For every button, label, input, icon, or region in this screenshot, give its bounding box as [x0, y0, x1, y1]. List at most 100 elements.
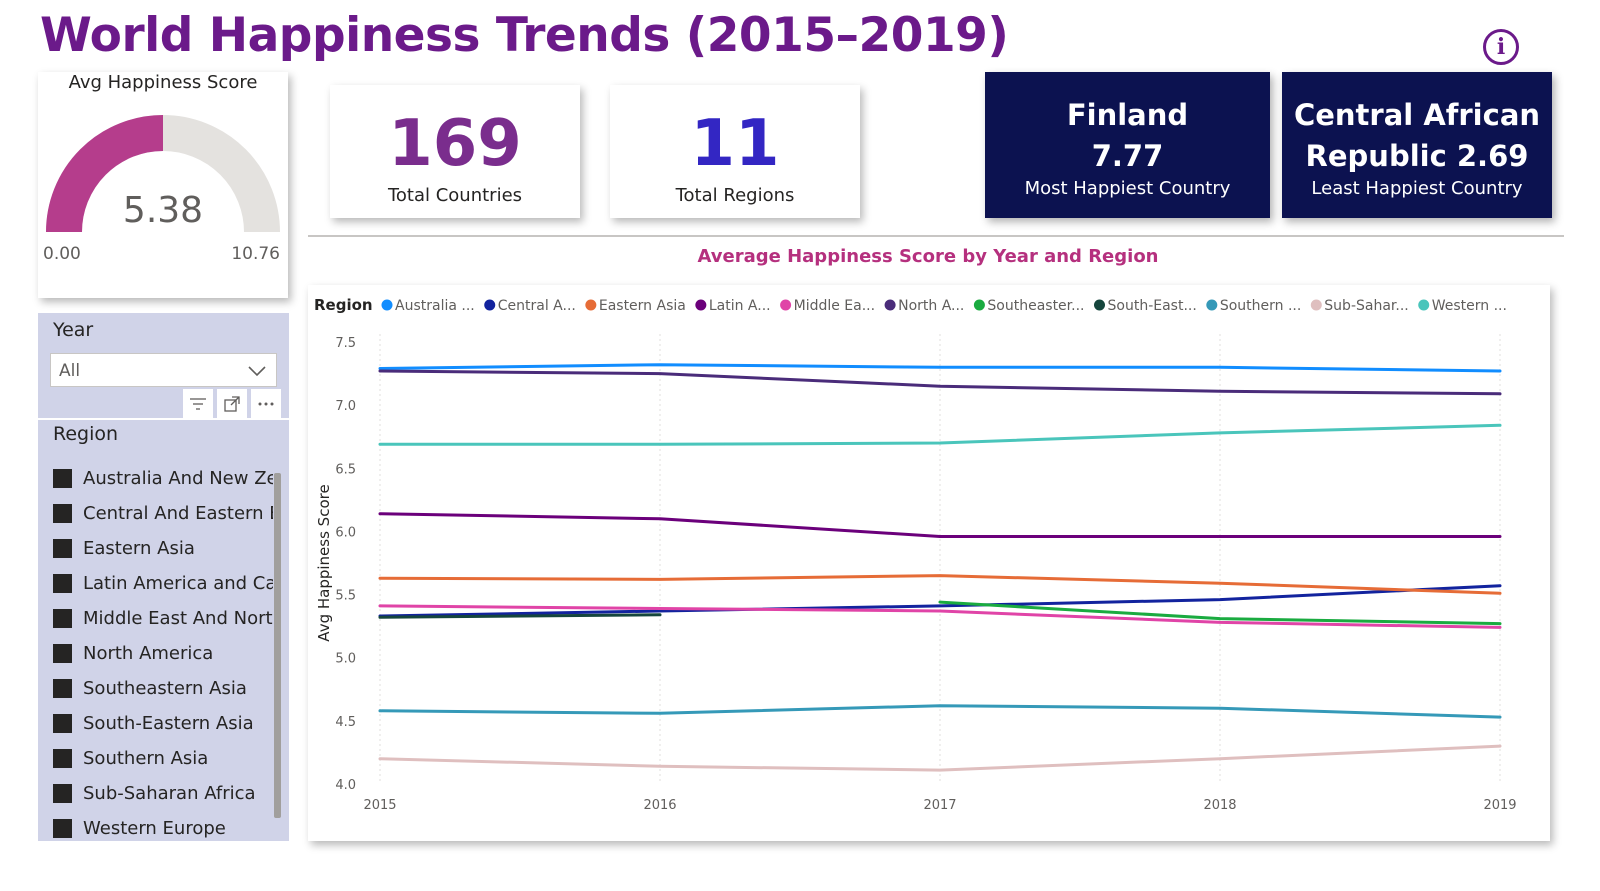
x-tick-label: 2018	[1203, 798, 1236, 813]
region-slicer-item[interactable]: North America	[53, 636, 273, 671]
region-slicer-label: Central And Eastern E...	[83, 503, 273, 524]
region-slicer-item[interactable]: Latin America and Ca...	[53, 566, 273, 601]
checkbox-icon[interactable]	[53, 749, 72, 768]
legend-label: Middle Ea...	[794, 298, 875, 314]
y-tick-label: 4.0	[335, 778, 356, 793]
total-regions-value: 11	[690, 107, 780, 181]
region-slicer-label: Eastern Asia	[83, 538, 195, 559]
more-options-icon[interactable]	[251, 389, 281, 419]
series-line	[378, 613, 662, 619]
legend-marker	[695, 299, 707, 311]
y-tick-label: 6.0	[335, 525, 356, 540]
region-slicer-label: Australia And New Ze...	[83, 468, 273, 489]
legend-marker	[780, 299, 792, 311]
line-chart-card[interactable]: 4.0 4.5 5.0 5.5 6.0 6.5 7.0 7.5 2015 2016 2017 2018…	[308, 285, 1550, 841]
region-slicer-item[interactable]: Central And Eastern E...	[53, 496, 273, 531]
region-slicer-item[interactable]: Eastern Asia	[53, 531, 273, 566]
checkbox-icon[interactable]	[53, 504, 72, 523]
most-happiest-name: Finland	[1066, 98, 1189, 132]
checkbox-icon[interactable]	[53, 784, 72, 803]
least-happiest-card[interactable]: Central African Republic 2.69 Least Happ…	[1282, 72, 1552, 218]
legend-marker	[1094, 299, 1105, 311]
checkbox-icon[interactable]	[53, 819, 72, 838]
checkbox-icon[interactable]	[53, 714, 72, 733]
legend-label: Southeaster...	[987, 298, 1084, 314]
series-line	[378, 704, 1502, 719]
least-happiest-label: Least Happiest Country	[1311, 178, 1523, 199]
most-happiest-card[interactable]: Finland 7.77 Most Happiest Country	[985, 72, 1270, 218]
avg-happiness-gauge-card[interactable]: Avg Happiness Score 5.38 0.00 10.76	[38, 72, 288, 298]
y-tick-label: 7.0	[335, 399, 356, 414]
focus-mode-icon[interactable]	[217, 389, 247, 419]
region-slicer-item[interactable]: Western Europe	[53, 811, 273, 846]
filter-panel: Year All Region Australia And New Ze... C…	[38, 313, 289, 841]
legend-label: Latin A...	[709, 298, 771, 314]
x-tick-label: 2016	[643, 798, 676, 813]
legend-label: Eastern Asia	[599, 298, 686, 314]
year-slicer-title: Year	[53, 319, 94, 341]
gauge-max-label: 10.76	[231, 244, 280, 264]
y-tick-label: 4.5	[335, 715, 356, 730]
region-slicer-item[interactable]: Australia And New Ze...	[53, 461, 273, 496]
series-line	[378, 512, 1502, 538]
most-happiest-label: Most Happiest Country	[1024, 178, 1231, 199]
gauge-title: Avg Happiness Score	[68, 72, 258, 93]
checkbox-icon[interactable]	[53, 469, 72, 488]
region-slicer-title: Region	[53, 423, 119, 445]
region-slicer-label: Western Europe	[83, 818, 226, 839]
region-list-scrollbar[interactable]	[274, 473, 281, 818]
y-tick-label: 6.5	[335, 462, 356, 477]
chevron-down-icon	[248, 366, 266, 377]
legend-title: Region	[314, 296, 373, 314]
x-tick-label: 2019	[1483, 798, 1516, 813]
region-slicer-item[interactable]: South-Eastern Asia	[53, 706, 273, 741]
most-happiest-score: 7.77	[1091, 139, 1164, 173]
total-regions-card[interactable]: 11 Total Regions	[610, 85, 860, 218]
y-tick-label: 7.5	[335, 336, 356, 351]
gauge-chart	[46, 115, 280, 233]
legend-marker	[973, 299, 985, 311]
checkbox-icon[interactable]	[53, 609, 72, 628]
year-dropdown[interactable]: All	[50, 353, 277, 387]
series-line	[378, 744, 1502, 772]
region-slicer-label: Southern Asia	[83, 748, 209, 769]
info-icon[interactable]: i	[1483, 29, 1519, 65]
total-countries-card[interactable]: 169 Total Countries	[330, 85, 580, 218]
total-countries-label: Total Countries	[387, 185, 523, 206]
legend-marker	[381, 299, 393, 311]
checkbox-icon[interactable]	[53, 644, 72, 663]
least-happiest-name: Central African	[1293, 98, 1541, 132]
region-slicer-label: North America	[83, 643, 214, 664]
series-line	[378, 574, 1502, 595]
legend-label: Western ...	[1432, 298, 1507, 314]
slicer-divider	[38, 418, 289, 420]
legend-label: Sub-Sahar...	[1324, 298, 1408, 314]
legend-marker	[1206, 299, 1218, 311]
region-slicer-item[interactable]: Middle East And Nort...	[53, 601, 273, 636]
series-line	[378, 363, 1502, 373]
gauge-fill	[46, 115, 164, 233]
legend-label: Australia ...	[395, 298, 475, 314]
checkbox-icon[interactable]	[53, 539, 72, 558]
total-regions-label: Total Regions	[675, 185, 795, 206]
filter-icon[interactable]	[183, 389, 213, 419]
series-line	[938, 600, 1502, 626]
gauge-value: 5.38	[122, 190, 204, 231]
region-slicer-item[interactable]: Southeastern Asia	[53, 671, 273, 706]
y-tick-label: 5.0	[335, 652, 356, 667]
checkbox-icon[interactable]	[53, 574, 72, 593]
legend-marker	[1418, 299, 1430, 311]
region-slicer-item[interactable]: Southern Asia	[53, 741, 273, 776]
region-slicer-label: Middle East And Nort...	[83, 608, 273, 629]
series-line	[378, 423, 1502, 446]
legend-label: Southern ...	[1220, 298, 1301, 314]
y-axis-label: Avg Happiness Score	[315, 484, 333, 641]
least-happiest-score: Republic 2.69	[1305, 139, 1529, 173]
x-tick-label: 2015	[363, 798, 396, 813]
checkbox-icon[interactable]	[53, 679, 72, 698]
line-chart[interactable]: 4.0 4.5 5.0 5.5 6.0 6.5 7.0 7.5 2015 2016 2017 2018…	[308, 285, 1550, 841]
legend-label: North A...	[898, 298, 964, 314]
legend-marker	[1310, 299, 1322, 311]
series-line	[378, 584, 1502, 618]
region-slicer-item[interactable]: Sub-Saharan Africa	[53, 776, 273, 811]
